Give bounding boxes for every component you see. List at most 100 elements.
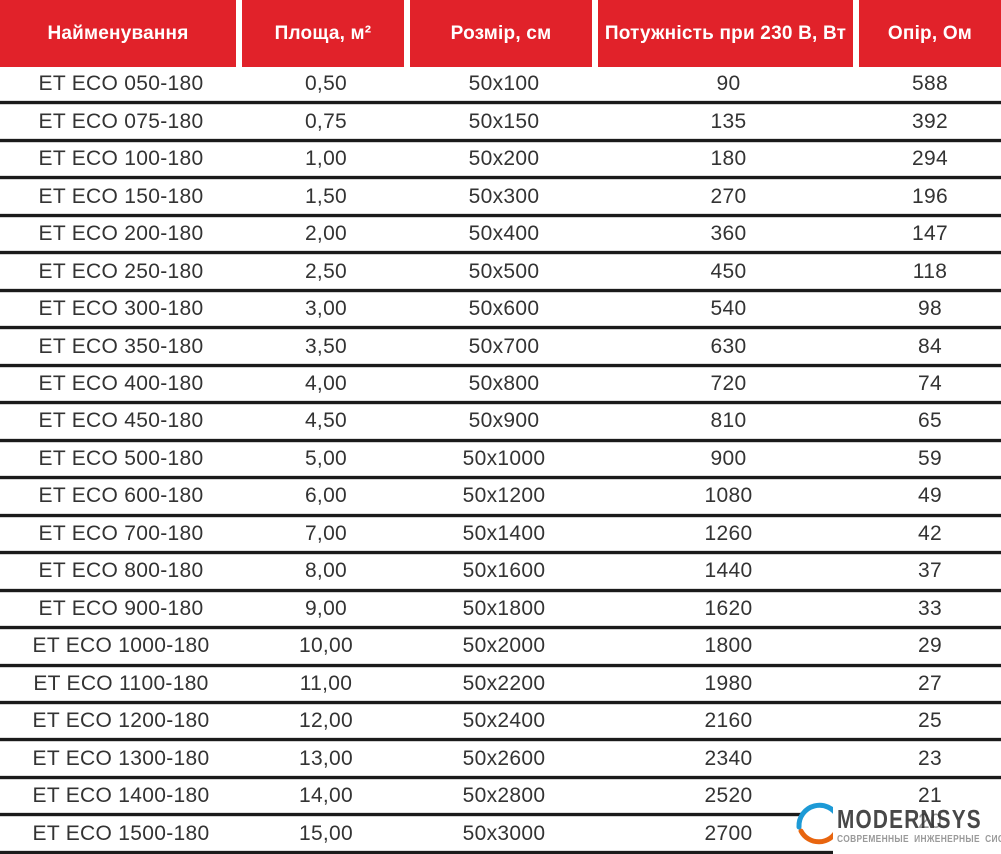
cell-name: ET ECO 300-180 bbox=[38, 297, 204, 321]
cell-size: 50x400 bbox=[468, 222, 540, 246]
cell-size: 50x2400 bbox=[462, 709, 546, 733]
cell-area: 12,00 bbox=[298, 709, 354, 733]
cell-size: 50x2600 bbox=[462, 746, 546, 770]
cell-area: 2,50 bbox=[304, 259, 348, 283]
cell-area: 0,75 bbox=[304, 109, 348, 133]
cell-resistance: 23 bbox=[918, 746, 942, 770]
cell-resistance: 25 bbox=[918, 709, 942, 733]
table-row: ET ECO 1400-180 14,00 50x2800 2520 21 bbox=[0, 779, 1001, 817]
cell-size: 50x800 bbox=[468, 371, 540, 395]
table-row: ET ECO 1000-180 10,00 50x2000 1800 29 bbox=[0, 629, 1001, 667]
cell-size: 50x700 bbox=[468, 334, 540, 358]
cell-power: 1980 bbox=[704, 671, 753, 695]
cell-size: 50x1400 bbox=[462, 521, 546, 545]
cell-size: 50x1800 bbox=[462, 596, 546, 620]
cell-name: ET ECO 1500-180 bbox=[32, 821, 210, 845]
cell-size: 50x3000 bbox=[462, 821, 546, 845]
table-row: ET ECO 450-180 4,50 50x900 810 65 bbox=[0, 404, 1001, 442]
table-row: ET ECO 400-180 4,00 50x800 720 74 bbox=[0, 367, 1001, 405]
cell-resistance: 33 bbox=[918, 596, 942, 620]
cell-resistance: 84 bbox=[918, 334, 942, 358]
cell-size: 50x1000 bbox=[462, 446, 546, 470]
table-row: ET ECO 250-180 2,50 50x500 450 118 bbox=[0, 254, 1001, 292]
cell-resistance: 118 bbox=[912, 259, 948, 283]
cell-name: ET ECO 1100-180 bbox=[33, 671, 209, 695]
cell-power: 2340 bbox=[704, 746, 753, 770]
cell-size: 50x2000 bbox=[462, 634, 546, 658]
cell-resistance: 37 bbox=[918, 559, 942, 583]
cell-power: 90 bbox=[716, 72, 741, 96]
table-row: ET ECO 150-180 1,50 50x300 270 196 bbox=[0, 179, 1001, 217]
table-header-row: Найменування Площа, м² Розмір, см Потужн… bbox=[0, 0, 1001, 67]
cell-power: 540 bbox=[710, 297, 747, 321]
header-resistance: Опір, Ом bbox=[859, 0, 1001, 67]
logo-text-block: MODERNSYS СОВРЕМЕННЫЕ ИНЖЕНЕРНЫЕ СИСТЕМЫ bbox=[833, 804, 1001, 854]
cell-resistance: 74 bbox=[918, 371, 942, 395]
cell-size: 50x1200 bbox=[462, 484, 546, 508]
table-row: ET ECO 500-180 5,00 50x1000 900 59 bbox=[0, 442, 1001, 480]
cell-area: 14,00 bbox=[298, 784, 354, 808]
cell-name: ET ECO 150-180 bbox=[38, 184, 204, 208]
cell-name: ET ECO 600-180 bbox=[38, 484, 204, 508]
table-row: ET ECO 350-180 3,50 50x700 630 84 bbox=[0, 329, 1001, 367]
cell-name: ET ECO 450-180 bbox=[38, 409, 204, 433]
cell-power: 2520 bbox=[704, 784, 753, 808]
cell-power: 180 bbox=[710, 147, 747, 171]
table-row: ET ECO 050-180 0,50 50x100 90 588 bbox=[0, 67, 1001, 105]
cell-name: ET ECO 100-180 bbox=[38, 147, 204, 171]
cell-area: 4,50 bbox=[304, 409, 348, 433]
cell-area: 2,00 bbox=[304, 222, 348, 246]
cell-power: 2160 bbox=[704, 709, 753, 733]
table-row: ET ECO 200-180 2,00 50x400 360 147 bbox=[0, 217, 1001, 255]
cell-resistance: 59 bbox=[918, 446, 942, 470]
cell-resistance: 98 bbox=[918, 297, 942, 321]
table-row: ET ECO 1100-180 11,00 50x2200 1980 27 bbox=[0, 667, 1001, 704]
cell-area: 11,00 bbox=[299, 671, 353, 695]
cell-size: 50x300 bbox=[468, 184, 540, 208]
cell-area: 1,00 bbox=[304, 147, 348, 171]
cell-size: 50x900 bbox=[468, 409, 540, 433]
cell-power: 1260 bbox=[704, 521, 753, 545]
cell-power: 360 bbox=[710, 222, 747, 246]
cell-name: ET ECO 200-180 bbox=[38, 222, 204, 246]
cell-size: 50x600 bbox=[468, 297, 540, 321]
cell-resistance: 196 bbox=[912, 184, 948, 208]
logo-wordmark: MODERNSYS bbox=[837, 804, 982, 834]
cell-resistance: 294 bbox=[912, 147, 948, 171]
modernsys-logo: MODERNSYS СОВРЕМЕННЫЕ ИНЖЕНЕРНЫЕ СИСТЕМЫ… bbox=[793, 796, 1001, 854]
cell-power: 1440 bbox=[704, 559, 753, 583]
cell-size: 50x1600 bbox=[462, 559, 546, 583]
cell-resistance: 21 bbox=[918, 784, 942, 808]
header-power: Потужність при 230 В, Вт bbox=[598, 0, 859, 67]
cell-resistance: 65 bbox=[918, 409, 942, 433]
cell-size: 50x2200 bbox=[462, 671, 546, 695]
cell-area: 10,00 bbox=[298, 634, 354, 658]
cell-power: 2700 bbox=[704, 821, 753, 845]
cell-power: 720 bbox=[710, 371, 747, 395]
cell-area: 3,50 bbox=[304, 334, 348, 358]
cell-name: ET ECO 400-180 bbox=[38, 371, 204, 395]
cell-name: ET ECO 900-180 bbox=[38, 596, 204, 620]
cell-power: 1800 bbox=[704, 634, 753, 658]
cell-area: 6,00 bbox=[304, 484, 348, 508]
cell-name: ET ECO 1400-180 bbox=[32, 784, 210, 808]
cell-name: ET ECO 1000-180 bbox=[32, 634, 210, 658]
cell-power: 810 bbox=[710, 409, 747, 433]
cell-area: 1,50 bbox=[304, 184, 348, 208]
cell-resistance: 29 bbox=[918, 634, 942, 658]
table-row: ET ECO 1300-180 13,00 50x2600 2340 23 bbox=[0, 741, 1001, 779]
cell-area: 9,00 bbox=[304, 596, 348, 620]
header-area: Площа, м² bbox=[242, 0, 410, 67]
table-row: ET ECO 1200-180 12,00 50x2400 2160 25 bbox=[0, 704, 1001, 742]
table-row: ET ECO 800-180 8,00 50x1600 1440 37 bbox=[0, 554, 1001, 592]
cell-name: ET ECO 075-180 bbox=[38, 109, 204, 133]
cell-name: ET ECO 250-180 bbox=[38, 259, 204, 283]
cell-area: 7,00 bbox=[304, 521, 348, 545]
cell-area: 5,00 bbox=[304, 446, 348, 470]
logo-tagline: СОВРЕМЕННЫЕ ИНЖЕНЕРНЫЕ СИСТЕМЫ bbox=[837, 834, 1001, 846]
cell-size: 50x100 bbox=[468, 72, 540, 96]
table-row: ET ECO 900-180 9,00 50x1800 1620 33 bbox=[0, 592, 1001, 630]
table-row: ET ECO 075-180 0,75 50x150 135 392 bbox=[0, 104, 1001, 142]
table-row: ET ECO 700-180 7,00 50x1400 1260 42 bbox=[0, 517, 1001, 555]
